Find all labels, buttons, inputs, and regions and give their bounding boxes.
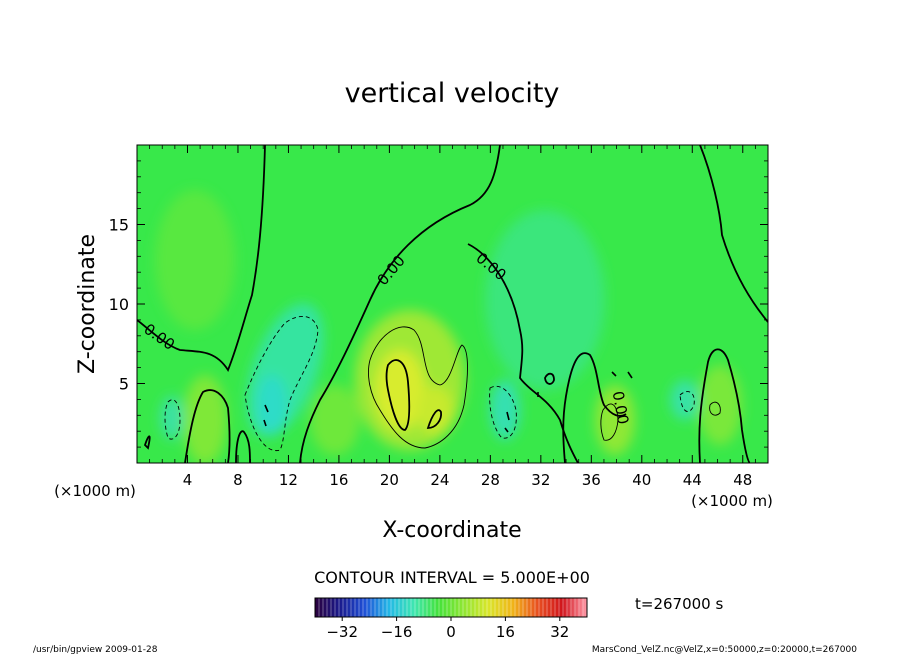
contour-mark-2 <box>504 411 510 433</box>
updraft-region-3 <box>417 386 453 434</box>
x-tick-label-2: 12 <box>279 471 298 489</box>
contour-interval-label: CONTOUR INTERVAL = 5.000E+00 <box>314 568 590 587</box>
updraft-region-8 <box>155 190 235 330</box>
colorbar-tick-label-3: 16 <box>496 623 515 641</box>
colorbar-tick-label-0: −32 <box>326 623 358 641</box>
updraft-region-4 <box>183 375 227 463</box>
positive-contour-2 <box>600 403 619 441</box>
plot-area: 0.00 0.00 0.00 0.00 <box>137 145 768 463</box>
x-tick-label-8: 36 <box>582 471 601 489</box>
time-label: t=267000 s <box>635 595 723 613</box>
x-unit-label-left: (×1000 m) <box>54 482 136 500</box>
chart-title: vertical velocity <box>345 78 560 109</box>
small-contour-marks <box>263 371 633 433</box>
y-axis: 5 10 15 <box>109 160 768 448</box>
x-tick-label-3: 16 <box>329 471 348 489</box>
x-tick-label-10: 44 <box>683 471 702 489</box>
zero-contour-6 <box>562 352 627 463</box>
colorbar-tick-label-1: −16 <box>381 623 413 641</box>
zero-contour-1 <box>137 145 266 372</box>
colorbar-tick-label-2: 0 <box>446 623 456 641</box>
zero-contour-2 <box>299 145 501 463</box>
zero-contours <box>137 145 768 463</box>
colorbar-tick-label-4: 32 <box>550 623 569 641</box>
negative-contour-2 <box>164 399 181 440</box>
x-tick-label-5: 24 <box>430 471 449 489</box>
x-tick-label-4: 20 <box>380 471 399 489</box>
negative-contour-3 <box>489 385 517 439</box>
footer-right: MarsCond_VelZ.nc@VelZ,x=0:50000,z=0:2000… <box>592 645 857 654</box>
positive-contours <box>368 326 721 449</box>
contour-mark-1 <box>263 404 269 427</box>
y-tick-label-2: 15 <box>109 216 129 235</box>
x-tick-label-1: 8 <box>233 471 243 489</box>
downdraft-region-4 <box>160 396 184 440</box>
downdraft-region-5 <box>670 380 700 420</box>
colorbar-stripes <box>318 598 584 617</box>
x-axis: 4 8 12 16 20 24 28 32 36 40 44 48 <box>149 145 756 489</box>
updraft-region-7 <box>310 385 360 455</box>
zero-contour-8 <box>143 435 151 450</box>
positive-contour-3 <box>709 401 721 416</box>
colorbar-fill <box>315 598 587 617</box>
x-tick-label-0: 4 <box>183 471 193 489</box>
y-tick-label-1: 10 <box>109 295 129 314</box>
updraft-region-5 <box>595 385 635 455</box>
zero-contour-11 <box>385 359 411 431</box>
downdraft-region-3 <box>490 380 520 440</box>
contour-label-4: 0.00 <box>609 390 633 426</box>
x-unit-label-right: (×1000 m) <box>691 492 773 510</box>
zero-contour-7 <box>698 348 751 463</box>
updraft-region-6 <box>698 365 742 445</box>
footer-left: /usr/bin/gpview 2009-01-28 <box>33 645 158 654</box>
negative-contour-1 <box>244 315 319 452</box>
x-tick-label-7: 32 <box>531 471 550 489</box>
x-tick-label-9: 40 <box>632 471 651 489</box>
x-tick-label-6: 28 <box>481 471 500 489</box>
x-tick-label-11: 48 <box>733 471 752 489</box>
downdraft-region-2 <box>257 375 287 435</box>
y-axis-label: Z-coordinate <box>75 234 100 374</box>
y-tick-label-0: 5 <box>119 375 129 394</box>
colorbar-ticks: −32 −16 0 16 32 <box>326 617 569 641</box>
negative-contour-4 <box>679 391 695 412</box>
zero-contour-4 <box>699 145 768 323</box>
zero-contour-12 <box>426 409 442 429</box>
colorbar: −32 −16 0 16 32 <box>314 597 588 641</box>
downdraft-region-6 <box>485 210 605 390</box>
contour-mark-4 <box>611 371 633 379</box>
zero-contour-9 <box>544 372 555 385</box>
x-axis-label: X-coordinate <box>382 518 521 543</box>
zero-contour-10 <box>235 430 251 463</box>
zero-contour-5 <box>184 389 231 463</box>
positive-contour-1 <box>368 326 468 449</box>
negative-contours <box>164 315 695 452</box>
